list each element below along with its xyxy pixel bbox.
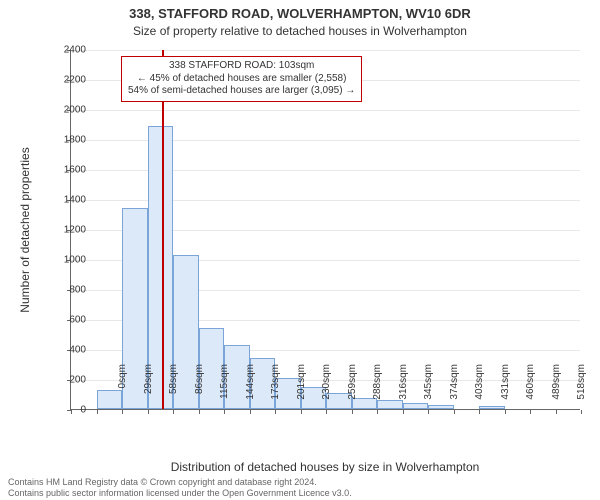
y-tick-label: 1400 [36, 195, 86, 206]
gridline-h [71, 110, 580, 111]
x-tick-label: 230sqm [321, 364, 332, 414]
annotation-line: 54% of semi-detached houses are larger (… [128, 85, 355, 98]
x-tick-label: 115sqm [219, 364, 230, 414]
y-axis-label-wrap: Number of detached properties [18, 50, 32, 410]
y-axis-label: Number of detached properties [18, 147, 32, 312]
annotation-line: 338 STAFFORD ROAD: 103sqm [128, 60, 355, 73]
gridline-h [71, 50, 580, 51]
footer-line-1: Contains HM Land Registry data © Crown c… [8, 477, 352, 487]
x-tick-label: 316sqm [398, 364, 409, 414]
footer-attribution: Contains HM Land Registry data © Crown c… [8, 477, 352, 498]
chart-container: 338, STAFFORD ROAD, WOLVERHAMPTON, WV10 … [0, 0, 600, 500]
x-tick-mark [97, 410, 98, 414]
x-tick-label: 259sqm [347, 364, 358, 414]
y-tick-label: 1000 [36, 255, 86, 266]
x-tick-label: 86sqm [194, 364, 205, 414]
x-tick-label: 345sqm [423, 364, 434, 414]
x-tick-label: 29sqm [143, 364, 154, 414]
x-tick-label: 460sqm [525, 364, 536, 414]
x-tick-label: 518sqm [576, 364, 587, 414]
footer-line-2: Contains public sector information licen… [8, 488, 352, 498]
title-sub: Size of property relative to detached ho… [0, 24, 600, 38]
y-tick-label: 200 [36, 375, 86, 386]
y-tick-label: 400 [36, 345, 86, 356]
x-axis-label: Distribution of detached houses by size … [70, 460, 580, 474]
title-main: 338, STAFFORD ROAD, WOLVERHAMPTON, WV10 … [0, 6, 600, 21]
y-tick-label: 800 [36, 285, 86, 296]
marker-line [162, 50, 164, 409]
y-tick-label: 2400 [36, 45, 86, 56]
y-tick-label: 2000 [36, 105, 86, 116]
x-tick-label: 489sqm [551, 364, 562, 414]
x-tick-label: 431sqm [500, 364, 511, 414]
x-tick-label: 288sqm [372, 364, 383, 414]
y-tick-label: 0 [36, 405, 86, 416]
x-tick-label: 201sqm [296, 364, 307, 414]
x-tick-label: 58sqm [168, 364, 179, 414]
y-tick-label: 1200 [36, 225, 86, 236]
x-tick-label: 403sqm [474, 364, 485, 414]
plot-area: 338 STAFFORD ROAD: 103sqm← 45% of detach… [70, 50, 580, 410]
x-tick-label: 0sqm [117, 364, 128, 414]
y-tick-label: 1800 [36, 135, 86, 146]
annotation-box: 338 STAFFORD ROAD: 103sqm← 45% of detach… [121, 56, 362, 102]
x-tick-label: 173sqm [270, 364, 281, 414]
y-tick-label: 1600 [36, 165, 86, 176]
annotation-line: ← 45% of detached houses are smaller (2,… [128, 73, 355, 86]
x-tick-label: 144sqm [245, 364, 256, 414]
y-tick-label: 2200 [36, 75, 86, 86]
y-tick-label: 600 [36, 315, 86, 326]
x-tick-label: 374sqm [449, 364, 460, 414]
